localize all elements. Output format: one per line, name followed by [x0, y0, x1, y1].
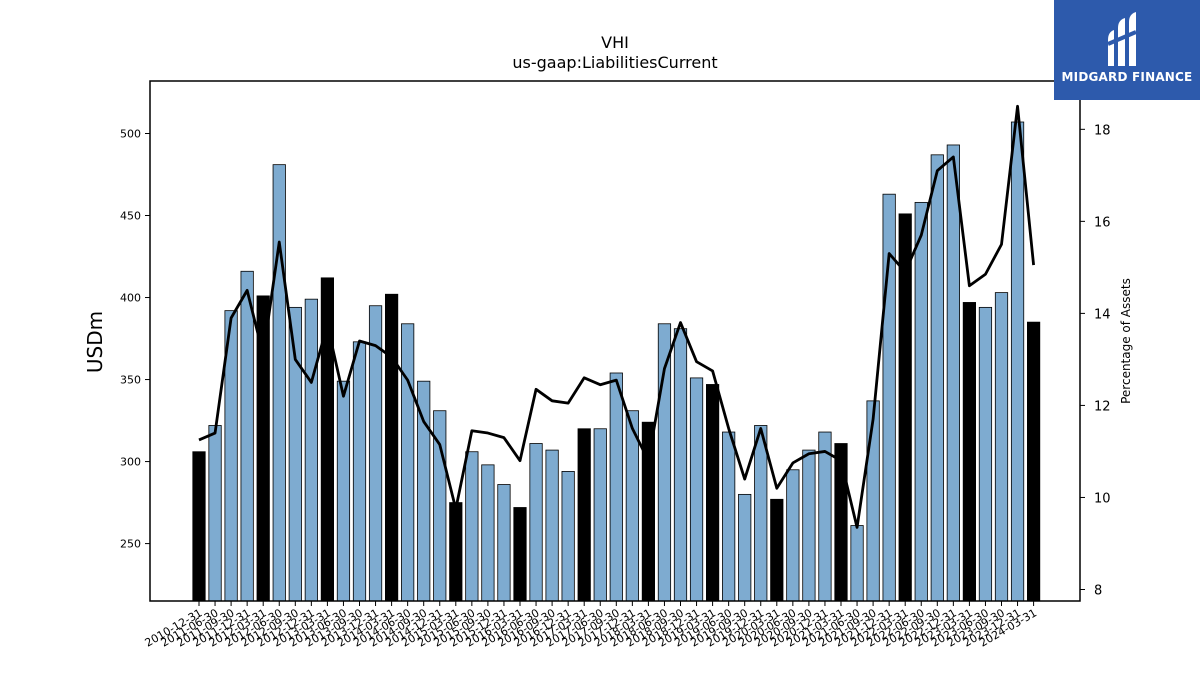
brand-name: MIDGARD FINANCE	[1061, 70, 1193, 84]
y2-tick-label: 10	[1094, 491, 1111, 506]
bar-2021-03-31	[850, 525, 864, 602]
y2-axis-label: Percentage of Assets	[1119, 278, 1133, 404]
bar-2020-09-30	[818, 431, 832, 602]
bar-2017-03-31	[593, 428, 607, 602]
midgard-logo-icon	[1107, 12, 1137, 66]
bar-2015-06-30	[481, 464, 495, 602]
bar-2022-12-31	[962, 302, 977, 602]
bar-2018-12-31	[706, 384, 720, 602]
x-axis: 2010-12-312011-06-302011-09-302011-12-31…	[143, 601, 1039, 650]
bar-2010-12-31	[192, 451, 206, 602]
bar-2015-09-30	[497, 484, 511, 602]
y-tick-label: 250	[120, 538, 141, 551]
chart-subtitle: us-gaap:LiabilitiesCurrent	[512, 53, 717, 72]
bar-2011-09-30	[240, 270, 254, 602]
y2-tick-label: 16	[1094, 215, 1111, 230]
bar-2016-09-30	[561, 471, 575, 602]
series-line-percentage-of-assets	[198, 104, 1035, 529]
y-tick-label: 400	[120, 292, 141, 305]
y2-tick-label: 8	[1094, 583, 1102, 598]
bar-2017-06-30	[609, 372, 623, 602]
bar-2022-03-31	[914, 201, 928, 602]
bar-2012-09-30	[304, 298, 318, 602]
bar-2022-09-30	[946, 144, 960, 602]
bar-2023-03-31	[978, 306, 993, 602]
bar-2023-12-31	[1027, 321, 1041, 602]
bar-2018-09-30	[689, 377, 704, 602]
bar-2020-03-31	[786, 469, 800, 602]
bar-2016-12-31	[577, 428, 591, 602]
bar-2018-06-30	[673, 328, 688, 602]
y-tick-label: 500	[120, 127, 141, 140]
line-layer	[198, 104, 1035, 529]
bar-2015-12-31	[513, 507, 527, 602]
brand-logo: MIDGARD FINANCE	[1054, 0, 1200, 100]
bar-2013-06-30	[352, 341, 367, 602]
bar-2021-06-30	[866, 400, 880, 602]
y2-tick-label: 14	[1094, 307, 1111, 322]
bar-2020-06-30	[802, 449, 816, 602]
bar-2014-12-31	[449, 502, 463, 602]
bar-2019-09-30	[754, 425, 768, 602]
bar-2019-06-30	[738, 493, 752, 602]
y-axis: 250 300 350 400 450 500	[120, 127, 150, 551]
bar-2019-03-31	[722, 431, 736, 602]
bar-2023-06-30	[994, 292, 1009, 602]
y2-tick-label: 18	[1094, 123, 1111, 138]
bar-2013-03-31	[336, 380, 351, 602]
y-axis-label: USDm	[83, 311, 107, 373]
y-tick-label: 300	[120, 456, 141, 469]
bar-2013-12-31	[384, 293, 399, 602]
y-tick-label: 350	[120, 374, 141, 387]
y2-axis: 8 10 12 14 16 18	[1080, 123, 1111, 598]
bar-2016-03-31	[529, 443, 543, 602]
bar-2015-03-31	[465, 451, 479, 602]
bar-2012-03-31	[272, 164, 286, 602]
bar-2014-03-31	[401, 323, 415, 602]
bars	[192, 121, 1041, 602]
bar-2016-06-30	[545, 449, 559, 602]
bar-2019-12-31	[770, 498, 784, 602]
y2-tick-label: 12	[1094, 399, 1111, 414]
chart-title: VHI	[601, 33, 629, 52]
bar-2023-09-30	[1010, 121, 1025, 602]
bar-2022-06-30	[930, 154, 944, 602]
bar-2011-03-31	[208, 425, 222, 602]
plot-frame	[149, 80, 1081, 602]
bar-2020-12-31	[834, 443, 848, 602]
y-tick-label: 450	[120, 210, 141, 223]
